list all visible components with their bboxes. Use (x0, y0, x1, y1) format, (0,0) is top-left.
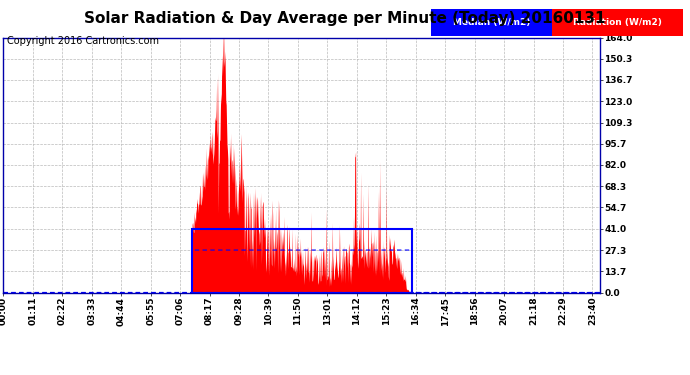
Text: Solar Radiation & Day Average per Minute (Today) 20160131: Solar Radiation & Day Average per Minute… (84, 11, 606, 26)
Text: Copyright 2016 Cartronics.com: Copyright 2016 Cartronics.com (7, 36, 159, 46)
Text: Radiation (W/m2): Radiation (W/m2) (573, 18, 662, 27)
Bar (193, 229, 412, 292)
Text: Median (W/m2): Median (W/m2) (453, 18, 531, 27)
